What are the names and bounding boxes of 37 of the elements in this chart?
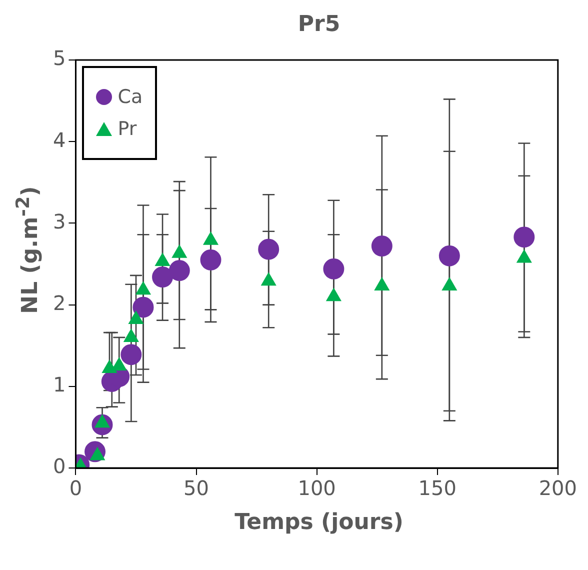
legend-label: Pr	[118, 118, 137, 140]
x-tick-label: 150	[418, 476, 456, 500]
point	[102, 360, 117, 373]
y-tick-label: 3	[52, 209, 66, 234]
point	[112, 358, 127, 370]
point	[323, 258, 344, 280]
point	[442, 278, 457, 291]
x-axis-title: Temps (jours)	[234, 510, 404, 535]
point	[258, 238, 280, 260]
y-tick-label: 0	[52, 454, 66, 478]
point	[172, 244, 187, 258]
x-tick-label: 50	[184, 476, 209, 500]
point	[155, 253, 170, 266]
point	[168, 260, 190, 282]
y-tick-label: 5	[52, 46, 66, 70]
point	[371, 236, 392, 257]
point	[326, 288, 342, 302]
point	[200, 249, 222, 270]
x-tick-label: 0	[69, 476, 82, 500]
point	[261, 272, 276, 286]
point	[128, 310, 144, 324]
x-tick-label: 200	[538, 476, 578, 500]
point	[124, 328, 139, 342]
y-tick-label: 4	[52, 128, 66, 152]
point	[132, 296, 154, 318]
point	[203, 232, 218, 245]
legend-label: Ca	[118, 86, 143, 108]
point	[438, 245, 460, 266]
point	[516, 250, 532, 263]
point	[514, 226, 535, 248]
chart-title: Pr5	[296, 12, 342, 37]
x-tick-label: 100	[298, 476, 336, 500]
point	[374, 278, 390, 291]
y-tick-label: 2	[52, 291, 66, 316]
point	[136, 282, 151, 295]
point	[152, 266, 174, 288]
y-tick-label: 1	[52, 372, 66, 397]
